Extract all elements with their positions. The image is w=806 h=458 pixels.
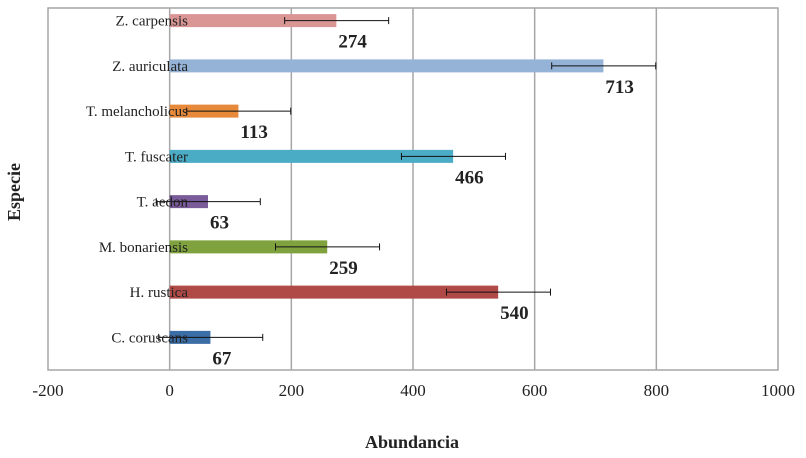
category-label: Z. auriculata	[112, 59, 188, 75]
x-tick-label: 800	[644, 381, 670, 400]
category-label: T. aedon	[137, 195, 189, 211]
bar	[169, 59, 604, 73]
data-label: 67	[212, 348, 232, 369]
data-label: 63	[210, 213, 229, 234]
data-label: 540	[500, 303, 528, 324]
error-bars-overlay	[155, 17, 657, 341]
category-label: Z. carpensis	[116, 14, 189, 30]
category-label: M. bonariensis	[99, 240, 188, 256]
bars	[169, 14, 604, 344]
x-axis-title: Abundancia	[365, 432, 459, 452]
data-label: 713	[605, 77, 634, 98]
data-label: 113	[240, 122, 267, 143]
category-labels: Z. carpensis Z. auriculata T. melancholicu…	[86, 14, 189, 347]
bar	[169, 14, 337, 28]
x-tick-label: -200	[32, 381, 63, 400]
x-tick-label: 0	[165, 381, 174, 400]
y-axis-title: Especie	[4, 163, 24, 221]
category-label: C. coruscans	[111, 330, 188, 346]
x-tick-label: 1000	[761, 381, 795, 400]
category-label: T. melancholicus	[86, 104, 188, 120]
x-tick-label: 600	[522, 381, 548, 400]
category-label: H. rustica	[130, 285, 189, 301]
bar	[169, 285, 499, 299]
bar	[169, 240, 328, 254]
data-labels: 274 713 113 466 63 259 540 67	[210, 32, 634, 370]
data-label: 274	[338, 32, 367, 53]
x-tick-label: 400	[400, 381, 426, 400]
bar	[169, 149, 454, 163]
data-label: 259	[329, 258, 358, 279]
x-tick-label: 200	[279, 381, 305, 400]
category-label: T. fuscater	[125, 149, 188, 165]
data-label: 466	[455, 167, 484, 188]
x-tick-labels: -200 0 200 400 600 800 1000	[32, 381, 795, 400]
